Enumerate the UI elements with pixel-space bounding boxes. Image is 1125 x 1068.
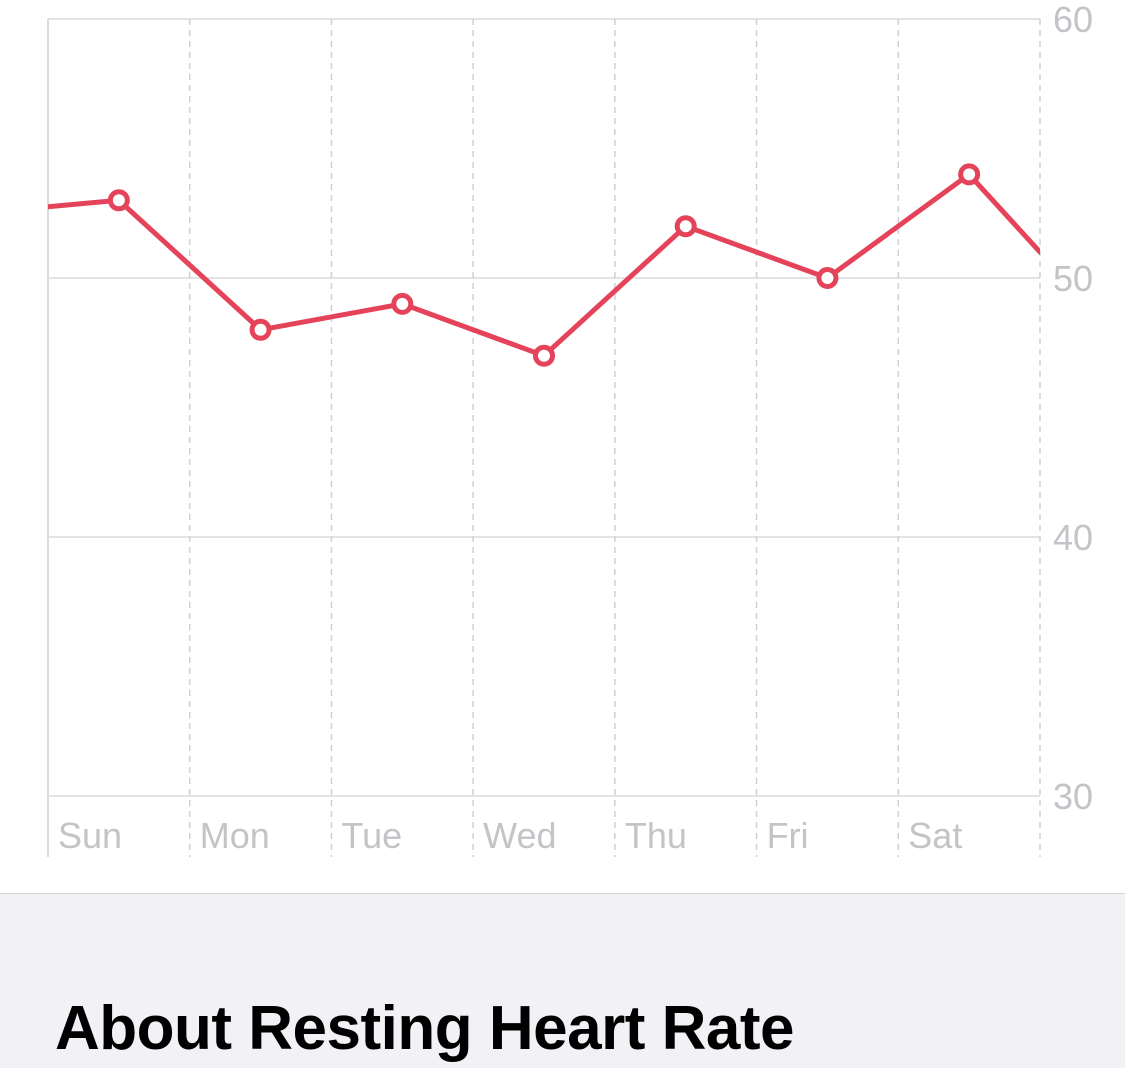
data-point-1 xyxy=(107,189,130,212)
data-point-7 xyxy=(958,163,981,186)
data-point-6 xyxy=(816,267,839,289)
y-tick-label-50: 50 xyxy=(1053,258,1093,299)
data-point-5 xyxy=(674,215,697,238)
x-tick-label-sun: Sun xyxy=(58,815,122,856)
y-tick-label-40: 40 xyxy=(1053,517,1093,558)
series-line-0 xyxy=(48,171,1040,359)
x-tick-label-wed: Wed xyxy=(483,815,556,856)
x-tick-label-sat: Sat xyxy=(908,815,962,856)
about-title: About Resting Heart Rate xyxy=(55,994,794,1063)
x-tick-label-mon: Mon xyxy=(200,815,270,856)
y-tick-label-30: 30 xyxy=(1053,776,1093,817)
heart-rate-chart: 30 40 50 60 Sun Mon Tue Wed Thu Fri Sat xyxy=(47,0,1094,857)
x-tick-label-fri: Fri xyxy=(767,815,809,856)
x-tick-label-tue: Tue xyxy=(341,815,402,856)
data-point-2 xyxy=(249,318,272,341)
section-divider xyxy=(0,893,1125,894)
y-tick-label-60: 60 xyxy=(1053,0,1093,40)
data-point-3 xyxy=(391,292,414,315)
chart-svg: 30 40 50 60 Sun Mon Tue Wed Thu Fri Sat xyxy=(47,0,1093,857)
about-section: About Resting Heart Rate xyxy=(0,894,1125,1068)
data-point-4 xyxy=(533,344,555,367)
x-tick-label-thu: Thu xyxy=(625,815,687,856)
